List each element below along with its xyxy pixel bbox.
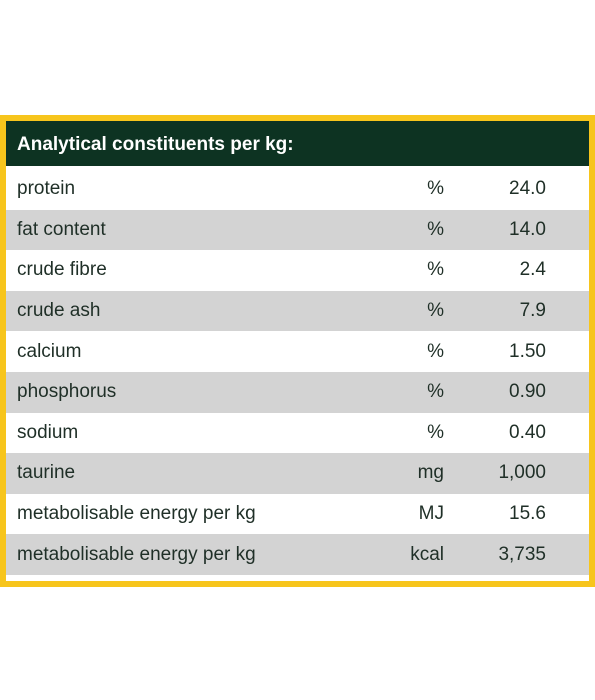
constituent-name: metabolisable energy per kg	[17, 543, 256, 565]
constituent-name: metabolisable energy per kg	[17, 503, 256, 525]
constituent-unit: %	[427, 381, 444, 403]
constituent-name: sodium	[17, 421, 79, 443]
constituent-name: taurine	[17, 462, 76, 484]
constituent-unit: %	[427, 259, 444, 281]
table-row: metabolisable energy per kg kcal 3,735	[6, 534, 589, 575]
analytical-constituents-table: Analytical constituents per kg: protein …	[0, 115, 595, 587]
constituent-value: 24.0	[509, 178, 546, 200]
constituent-name: protein	[17, 178, 76, 200]
constituent-value: 1.50	[509, 340, 546, 362]
constituent-unit: %	[427, 218, 444, 240]
table-row: protein % 24.0	[6, 169, 589, 210]
constituent-unit: %	[427, 421, 444, 443]
constituent-unit: kcal	[410, 543, 444, 565]
constituent-name: fat content	[17, 218, 106, 240]
constituent-value: 2.4	[519, 259, 546, 281]
table-row: calcium % 1.50	[6, 331, 589, 372]
constituent-value: 0.40	[509, 421, 546, 443]
constituent-name: phosphorus	[17, 381, 117, 403]
table-title: Analytical constituents per kg:	[6, 121, 589, 169]
constituent-value: 1,000	[498, 462, 546, 484]
constituent-value: 15.6	[509, 503, 546, 525]
table-row: taurine mg 1,000	[6, 453, 589, 494]
constituent-name: crude ash	[17, 300, 101, 322]
constituent-unit: MJ	[418, 503, 444, 525]
table-row: crude fibre % 2.4	[6, 250, 589, 291]
constituent-value: 3,735	[498, 543, 546, 565]
constituent-name: crude fibre	[17, 259, 107, 281]
table-row: phosphorus % 0.90	[6, 371, 589, 413]
constituent-unit: %	[427, 178, 444, 200]
table-row: crude ash % 7.9	[6, 290, 589, 332]
constituent-value: 7.9	[519, 300, 546, 322]
table-row: metabolisable energy per kg MJ 15.6	[6, 493, 589, 535]
table-row: sodium % 0.40	[6, 412, 589, 454]
constituent-unit: %	[427, 340, 444, 362]
table-row: fat content % 14.0	[6, 209, 589, 251]
constituent-unit: %	[427, 300, 444, 322]
constituent-name: calcium	[17, 340, 82, 362]
constituent-unit: mg	[417, 462, 444, 484]
constituent-value: 0.90	[509, 381, 546, 403]
constituent-value: 14.0	[509, 218, 546, 240]
